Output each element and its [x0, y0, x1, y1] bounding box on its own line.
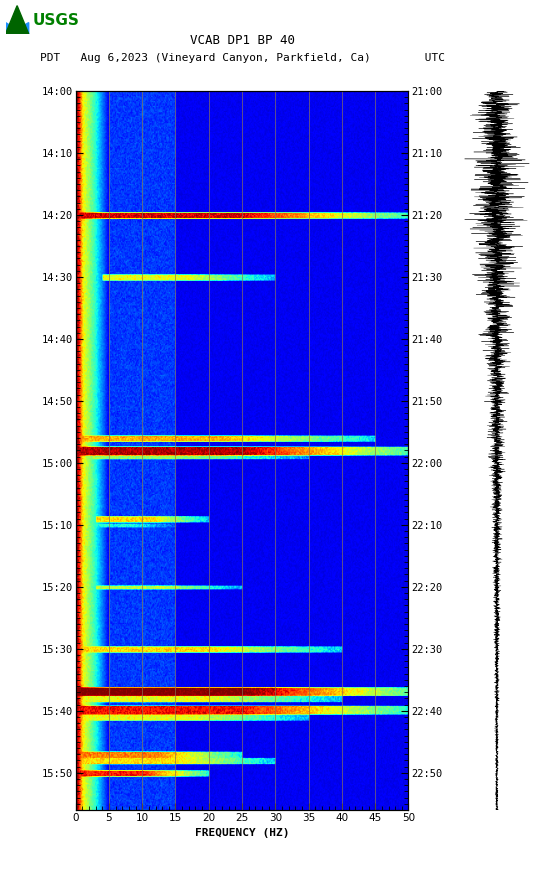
X-axis label: FREQUENCY (HZ): FREQUENCY (HZ) [195, 829, 289, 838]
Text: PDT   Aug 6,2023 (Vineyard Canyon, Parkfield, Ca)        UTC: PDT Aug 6,2023 (Vineyard Canyon, Parkfie… [40, 53, 445, 63]
Polygon shape [6, 5, 29, 34]
Polygon shape [6, 22, 29, 34]
Text: VCAB DP1 BP 40: VCAB DP1 BP 40 [190, 34, 295, 46]
Text: USGS: USGS [33, 12, 79, 28]
